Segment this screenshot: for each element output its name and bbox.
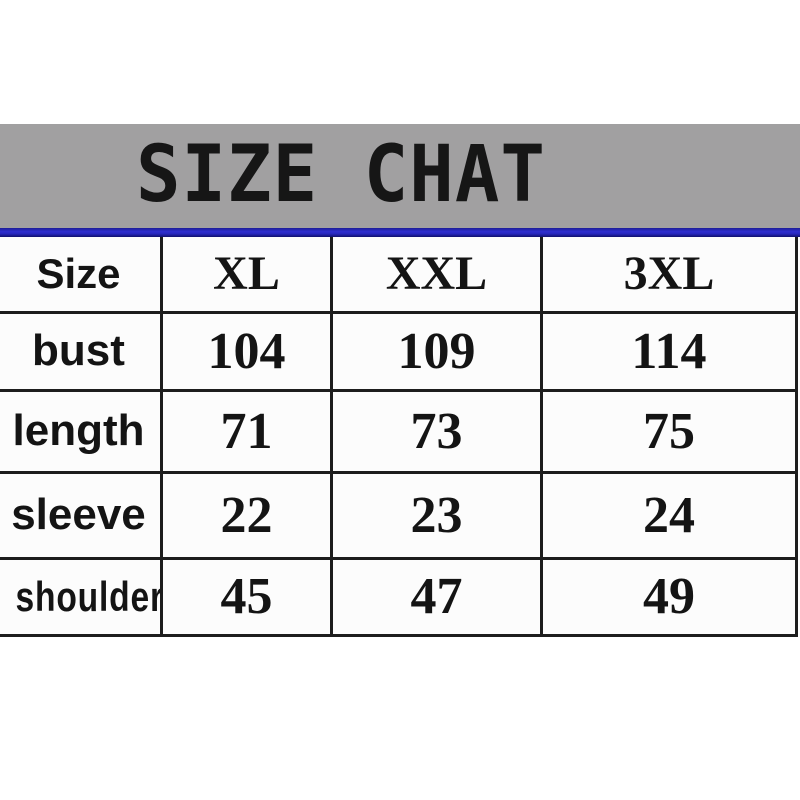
row-label-shoulder-text: shoulder xyxy=(15,572,162,620)
banner: SIZE CHAT xyxy=(0,124,800,228)
size-table: Size XL XXL 3XL bust 104 109 114 length … xyxy=(0,237,798,637)
header-cell-xxl: XXL xyxy=(330,237,543,314)
header-cell-xl: XL xyxy=(160,237,333,314)
page-title: SIZE CHAT xyxy=(136,128,546,220)
cell-sleeve-xxl: 23 xyxy=(330,470,543,560)
cell-bust-xl: 104 xyxy=(160,310,333,392)
cell-sleeve-3xl: 24 xyxy=(540,470,798,560)
header-cell-size: Size xyxy=(0,237,163,314)
table-row: sleeve 22 23 24 xyxy=(0,470,798,560)
cell-shoulder-xxl: 47 xyxy=(330,556,543,637)
header-cell-3xl: 3XL xyxy=(540,237,798,314)
accent-bar xyxy=(0,228,800,237)
cell-bust-xxl: 109 xyxy=(330,310,543,392)
table-row: length 71 73 75 xyxy=(0,388,798,474)
row-label-length: length xyxy=(0,388,163,474)
cell-shoulder-xl: 45 xyxy=(160,556,333,637)
cell-bust-3xl: 114 xyxy=(540,310,798,392)
cell-sleeve-xl: 22 xyxy=(160,470,333,560)
cell-length-xl: 71 xyxy=(160,388,333,474)
cell-length-xxl: 73 xyxy=(330,388,543,474)
row-label-bust: bust xyxy=(0,310,163,392)
table-row: bust 104 109 114 xyxy=(0,310,798,392)
row-label-shoulder: shoulder xyxy=(0,556,163,637)
cell-shoulder-3xl: 49 xyxy=(540,556,798,637)
table-row: shoulder 45 47 49 xyxy=(0,556,798,637)
row-label-sleeve: sleeve xyxy=(0,470,163,560)
cell-length-3xl: 75 xyxy=(540,388,798,474)
table-header-row: Size XL XXL 3XL xyxy=(0,237,798,314)
